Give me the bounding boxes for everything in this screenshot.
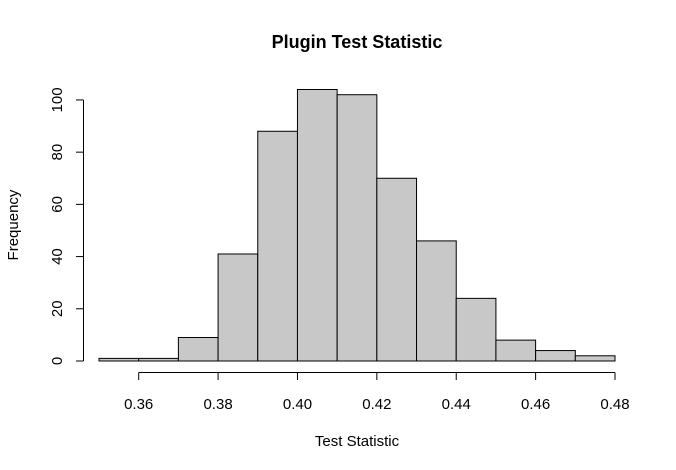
histogram-bar (416, 240, 457, 362)
histogram-bar (217, 253, 259, 362)
x-tick-label: 0.42 (362, 396, 391, 413)
histogram-bar (138, 357, 179, 362)
x-tick-label: 0.44 (442, 396, 471, 413)
y-tick-label: 0 (49, 357, 66, 365)
histogram-bar (535, 350, 576, 362)
x-tick-label: 0.46 (521, 396, 550, 413)
histogram-bar (296, 89, 338, 362)
chart-title: Plugin Test Statistic (272, 32, 443, 52)
x-axis-label: Test Statistic (315, 433, 400, 450)
x-tick-label: 0.38 (203, 396, 232, 413)
y-axis-label: Frequency (5, 189, 22, 260)
x-axis: 0.36 0.38 0.40 0.42 0.44 0.46 0.48 (124, 372, 630, 413)
y-tick-label: 60 (49, 196, 66, 213)
x-tick-label: 0.48 (600, 396, 629, 413)
histogram-bar (455, 297, 497, 362)
y-tick-label: 80 (49, 144, 66, 161)
x-tick-label: 0.36 (124, 396, 153, 413)
histogram-bar (495, 339, 537, 362)
y-tick-label: 20 (49, 300, 66, 317)
histogram-bar (336, 94, 378, 362)
histogram-bar (376, 177, 418, 362)
x-tick-label: 0.40 (283, 396, 312, 413)
histogram-bar (257, 130, 298, 362)
y-tick-label: 40 (49, 248, 66, 265)
histogram-bar (574, 355, 616, 362)
histogram-bar (177, 337, 219, 362)
bars-group (98, 89, 616, 362)
histogram-bar (98, 357, 140, 362)
y-tick-label: 100 (49, 87, 66, 112)
y-axis: 0 20 40 60 80 100 (49, 87, 84, 365)
